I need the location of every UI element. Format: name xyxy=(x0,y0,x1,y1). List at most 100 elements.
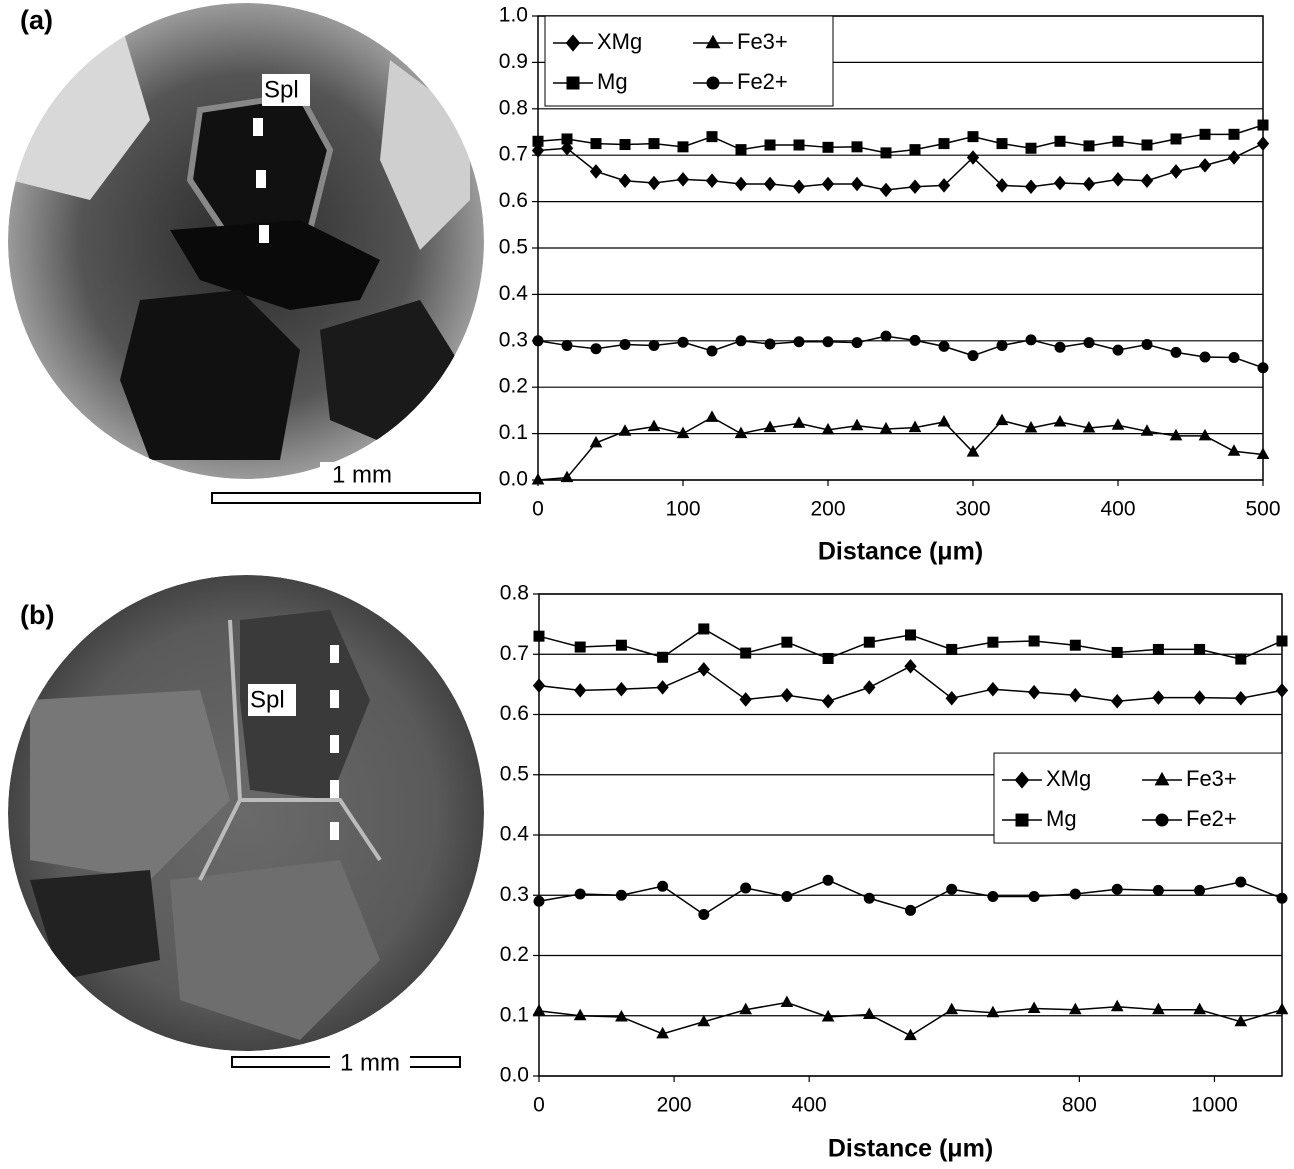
marker xyxy=(533,136,543,146)
marker xyxy=(616,890,626,900)
marker xyxy=(658,652,668,662)
legend-label: Mg xyxy=(1046,806,1077,831)
legend-label: Mg xyxy=(597,69,628,94)
marker xyxy=(741,648,751,658)
marker xyxy=(1195,644,1205,654)
marker xyxy=(1153,885,1163,895)
marker xyxy=(947,644,957,654)
y-tick-label: 0.8 xyxy=(500,582,529,605)
marker xyxy=(881,148,891,158)
marker xyxy=(864,893,874,903)
legend-label: Fe2+ xyxy=(737,69,788,94)
marker xyxy=(910,145,920,155)
marker xyxy=(699,624,709,634)
marker xyxy=(616,640,626,650)
marker xyxy=(852,142,862,152)
y-tick-label: 1.0 xyxy=(499,4,528,27)
y-tick-label: 0.2 xyxy=(500,943,529,966)
marker xyxy=(1258,363,1268,373)
marker xyxy=(1236,654,1246,664)
image-label: Spl xyxy=(264,76,299,103)
marker xyxy=(1029,636,1039,646)
marker xyxy=(534,896,544,906)
marker xyxy=(1026,143,1036,153)
x-tick-label: 0 xyxy=(532,498,544,521)
x-axis-label: Distance (μm) xyxy=(818,538,983,566)
panel-label: (b) xyxy=(20,600,54,630)
marker xyxy=(575,889,585,899)
marker xyxy=(1195,885,1205,895)
marker xyxy=(782,891,792,901)
marker xyxy=(782,637,792,647)
y-tick-label: 0.2 xyxy=(499,375,528,398)
marker xyxy=(741,883,751,893)
y-tick-label: 0.5 xyxy=(499,236,528,259)
legend-label: XMg xyxy=(597,29,642,54)
y-tick-label: 0.3 xyxy=(499,328,528,351)
marker xyxy=(562,340,572,350)
marker xyxy=(947,884,957,894)
legend-label: XMg xyxy=(1046,766,1091,791)
legend-label: Fe3+ xyxy=(1186,766,1237,791)
marker xyxy=(1084,338,1094,348)
marker xyxy=(968,132,978,142)
marker xyxy=(997,139,1007,149)
x-tick-label: 1000 xyxy=(1191,1094,1238,1117)
marker xyxy=(1055,342,1065,352)
legend-label: Fe2+ xyxy=(1186,806,1237,831)
marker xyxy=(1200,129,1210,139)
marker xyxy=(852,338,862,348)
scale-bar xyxy=(212,493,480,503)
marker xyxy=(567,77,579,89)
marker xyxy=(591,344,601,354)
y-tick-label: 0.0 xyxy=(500,1064,529,1087)
marker xyxy=(620,340,630,350)
marker xyxy=(1277,636,1287,646)
x-tick-label: 500 xyxy=(1245,498,1280,521)
micrograph-a xyxy=(8,3,484,479)
marker xyxy=(1084,141,1094,151)
x-tick-label: 300 xyxy=(955,498,990,521)
marker xyxy=(823,875,833,885)
y-tick-label: 0.7 xyxy=(500,642,529,665)
marker xyxy=(1142,140,1152,150)
marker xyxy=(1029,891,1039,901)
y-tick-label: 0.4 xyxy=(500,823,530,846)
marker xyxy=(699,910,709,920)
y-tick-label: 0.1 xyxy=(499,421,528,444)
marker xyxy=(939,341,949,351)
x-tick-label: 100 xyxy=(665,498,700,521)
marker xyxy=(910,335,920,345)
marker xyxy=(562,134,572,144)
marker xyxy=(823,653,833,663)
marker xyxy=(736,336,746,346)
y-tick-label: 0.0 xyxy=(499,468,528,491)
marker xyxy=(678,337,688,347)
marker xyxy=(1113,345,1123,355)
marker xyxy=(534,631,544,641)
marker xyxy=(707,77,719,89)
marker xyxy=(1055,136,1065,146)
legend-box xyxy=(545,16,833,106)
marker xyxy=(1113,136,1123,146)
legend-label: Fe3+ xyxy=(737,29,788,54)
marker xyxy=(881,331,891,341)
marker xyxy=(1258,120,1268,130)
x-tick-label: 200 xyxy=(657,1094,692,1117)
marker xyxy=(1229,129,1239,139)
x-tick-label: 200 xyxy=(810,498,845,521)
marker xyxy=(939,139,949,149)
marker xyxy=(794,337,804,347)
marker xyxy=(988,891,998,901)
marker xyxy=(765,140,775,150)
y-tick-label: 0.5 xyxy=(500,762,529,785)
marker xyxy=(1112,884,1122,894)
x-tick-label: 400 xyxy=(1100,498,1135,521)
marker xyxy=(794,140,804,150)
marker xyxy=(591,139,601,149)
marker xyxy=(864,637,874,647)
marker xyxy=(1070,640,1080,650)
y-tick-label: 0.6 xyxy=(500,702,529,725)
micrograph-b xyxy=(8,575,484,1051)
y-tick-label: 0.1 xyxy=(500,1003,529,1026)
